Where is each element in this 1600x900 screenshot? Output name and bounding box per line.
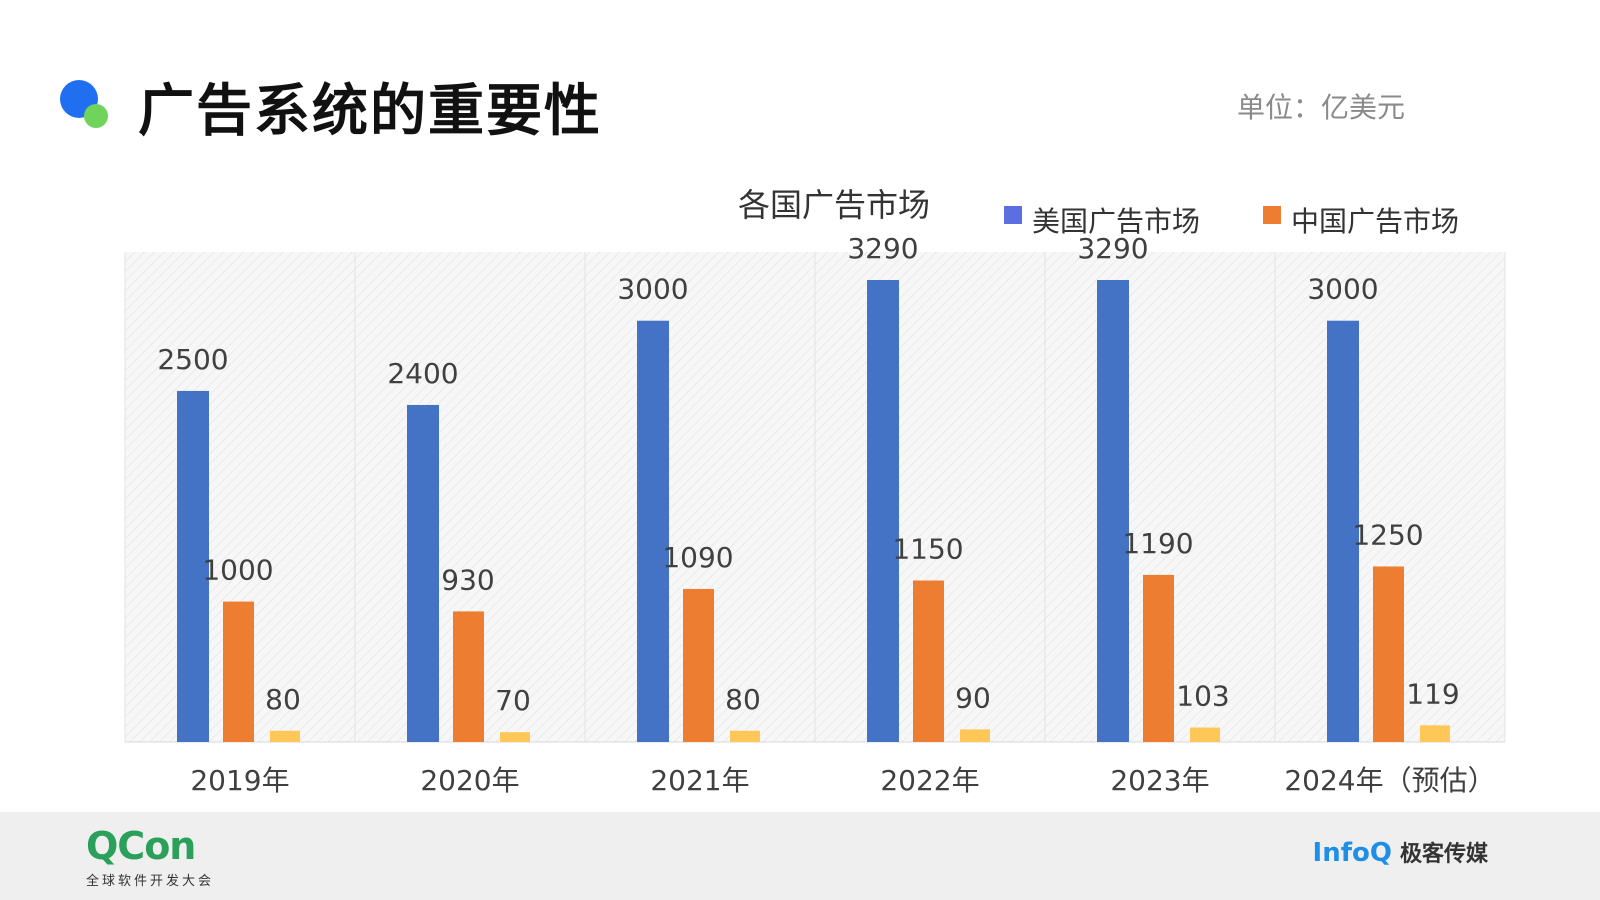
x-tick-label-5: 2024年（预估） (1284, 764, 1495, 797)
data-label-series-1-2: 1090 (662, 541, 733, 574)
bar-series-0-0 (177, 390, 209, 742)
bar-series-0-1 (407, 404, 439, 742)
bar-chart: 2500 1000 80 2019年 2400 930 70 2020年 3000 1090 80 2… (124, 186, 1506, 797)
chart-title: 各国广告市场 (738, 186, 930, 224)
bar-series-2-1 (500, 732, 530, 742)
data-label-series-2-4: 103 (1176, 680, 1229, 713)
bar-series-2-2 (730, 730, 760, 742)
unit-label: 单位：亿美元 (1236, 91, 1405, 124)
bar-series-1-1 (453, 611, 484, 742)
data-label-series-2-3: 90 (955, 681, 991, 714)
data-label-series-0-5: 3000 (1307, 273, 1378, 306)
bar-series-1-0 (223, 601, 254, 742)
x-tick-label-3: 2022年 (880, 764, 979, 797)
bar-series-2-0 (270, 730, 300, 742)
legend-label-0: 美国广告市场 (1032, 205, 1200, 238)
data-label-series-1-0: 1000 (202, 554, 273, 587)
bar-series-0-5 (1327, 320, 1359, 742)
footer: QCon 全球软件开发大会 InfoQ 极客传媒 (0, 812, 1600, 900)
data-label-series-2-0: 80 (265, 683, 301, 716)
x-tick-label-0: 2019年 (190, 764, 289, 797)
data-label-series-1-3: 1150 (892, 533, 963, 566)
bar-series-0-2 (637, 320, 669, 742)
green-dot-icon (84, 104, 108, 128)
legend-swatch-1 (1263, 206, 1281, 224)
qcon-logo: QCon 全球软件开发大会 (86, 824, 214, 889)
qcon-tagline: 全球软件开发大会 (86, 874, 215, 889)
bar-series-2-3 (960, 729, 990, 742)
bar-series-1-3 (913, 580, 944, 742)
bar-series-1-2 (683, 588, 714, 742)
x-tick-label-1: 2020年 (420, 764, 519, 797)
data-label-series-0-4: 3290 (1077, 232, 1148, 265)
bar-series-0-3 (867, 280, 899, 742)
data-label-series-1-5: 1250 (1352, 518, 1423, 551)
bar-series-1-4 (1143, 574, 1174, 742)
legend-label-1: 中国广告市场 (1291, 205, 1459, 238)
title-bullet-icon (60, 80, 116, 130)
legend-swatch-0 (1004, 206, 1022, 224)
data-label-series-1-4: 1190 (1122, 527, 1193, 560)
data-label-series-0-1: 2400 (387, 357, 458, 390)
qcon-brand: QCon (86, 824, 196, 868)
data-label-series-0-2: 3000 (617, 273, 688, 306)
data-label-series-2-1: 70 (495, 684, 531, 717)
bar-series-1-5 (1373, 566, 1404, 742)
infoq-cn-name: 极客传媒 (1399, 842, 1488, 867)
bar-series-2-5 (1420, 725, 1450, 742)
data-label-series-1-1: 930 (441, 563, 494, 596)
bar-series-2-4 (1190, 727, 1220, 742)
data-label-series-0-3: 3290 (847, 232, 918, 265)
data-label-series-2-2: 80 (725, 683, 761, 716)
data-label-series-0-0: 2500 (157, 343, 228, 376)
x-tick-label-4: 2023年 (1110, 764, 1209, 797)
data-label-series-2-5: 119 (1406, 677, 1459, 710)
infoq-logo: InfoQ 极客传媒 (1313, 836, 1488, 868)
x-tick-label-2: 2021年 (650, 764, 749, 797)
page-title: 广告系统的重要性 (138, 79, 602, 144)
infoq-brand: InfoQ (1312, 838, 1392, 868)
bar-series-0-4 (1097, 280, 1129, 742)
